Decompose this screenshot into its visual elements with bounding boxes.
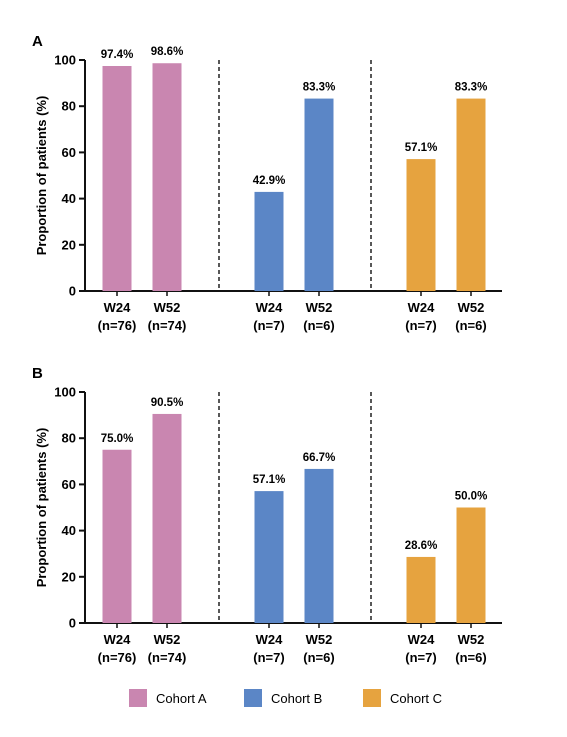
legend-swatch	[244, 689, 262, 707]
x-tick-n-label: (n=76)	[98, 650, 137, 665]
x-tick-label: W24	[256, 300, 284, 315]
x-tick-label: W52	[154, 300, 181, 315]
y-tick-label: 80	[62, 99, 76, 114]
y-axis-title: Proportion of patients (%)	[34, 428, 49, 588]
y-tick-label: 0	[69, 284, 76, 299]
y-axis-title: Proportion of patients (%)	[34, 96, 49, 256]
x-tick-n-label: (n=6)	[455, 650, 486, 665]
x-tick-n-label: (n=7)	[253, 318, 284, 333]
panel-letter: B	[32, 365, 43, 382]
legend: Cohort A Cohort B Cohort C	[129, 689, 442, 707]
legend-label: Cohort B	[271, 691, 322, 706]
bar	[152, 413, 182, 623]
data-label: 50.0%	[455, 491, 488, 503]
x-tick-n-label: (n=6)	[455, 318, 486, 333]
x-tick-label: W24	[104, 300, 132, 315]
data-label: 42.9%	[253, 175, 286, 187]
data-label: 57.1%	[253, 474, 286, 486]
panel-letter: A	[32, 33, 43, 50]
x-tick-label: W52	[306, 632, 333, 647]
y-tick-label: 20	[62, 237, 76, 252]
data-label: 28.6%	[405, 540, 438, 552]
bar	[406, 556, 436, 623]
x-tick-n-label: (n=7)	[405, 318, 436, 333]
x-tick-label: W24	[408, 300, 436, 315]
bar	[304, 468, 334, 623]
legend-label: Cohort C	[390, 691, 442, 706]
data-label: 83.3%	[303, 82, 336, 94]
bar	[102, 66, 132, 291]
bar	[456, 98, 486, 292]
bar	[304, 98, 334, 292]
x-tick-label: W24	[104, 632, 132, 647]
x-tick-n-label: (n=7)	[405, 650, 436, 665]
y-tick-label: 20	[62, 569, 76, 584]
data-label: 83.3%	[455, 82, 488, 94]
x-tick-n-label: (n=76)	[98, 318, 137, 333]
x-tick-label: W52	[458, 300, 485, 315]
x-tick-label: W24	[408, 632, 436, 647]
x-tick-n-label: (n=74)	[148, 650, 187, 665]
panel-a: A Proportion of patients (%) 0 20 40 60 80 100 9…	[32, 33, 502, 333]
x-tick-label: W24	[256, 632, 284, 647]
x-tick-n-label: (n=6)	[303, 650, 334, 665]
legend-swatch	[129, 689, 147, 707]
x-tick-n-label: (n=6)	[303, 318, 334, 333]
y-tick-label: 40	[62, 191, 76, 206]
legend-swatch	[363, 689, 381, 707]
bar	[102, 449, 132, 623]
data-label: 75.0%	[101, 433, 134, 445]
x-tick-label: W52	[154, 632, 181, 647]
legend-label: Cohort A	[156, 691, 207, 706]
data-label: 98.6%	[151, 46, 184, 58]
bar	[254, 191, 284, 291]
y-tick-label: 60	[62, 145, 76, 160]
y-tick-label: 0	[69, 616, 76, 631]
x-tick-n-label: (n=74)	[148, 318, 187, 333]
y-tick-label: 80	[62, 431, 76, 446]
y-tick-label: 100	[54, 385, 76, 400]
data-label: 97.4%	[101, 49, 134, 61]
x-tick-label: W52	[458, 632, 485, 647]
x-tick-label: W52	[306, 300, 333, 315]
data-label: 57.1%	[405, 142, 438, 154]
bar	[406, 159, 436, 291]
y-tick-label: 60	[62, 477, 76, 492]
y-tick-label: 40	[62, 523, 76, 538]
y-tick-label: 100	[54, 53, 76, 68]
x-tick-n-label: (n=7)	[253, 650, 284, 665]
data-label: 90.5%	[151, 397, 184, 409]
bar	[254, 491, 284, 623]
bar	[152, 63, 182, 291]
panel-b: B Proportion of patients (%) 0 20 40 60 80 100 7…	[32, 365, 502, 665]
data-label: 66.7%	[303, 452, 336, 464]
bar	[456, 507, 486, 623]
